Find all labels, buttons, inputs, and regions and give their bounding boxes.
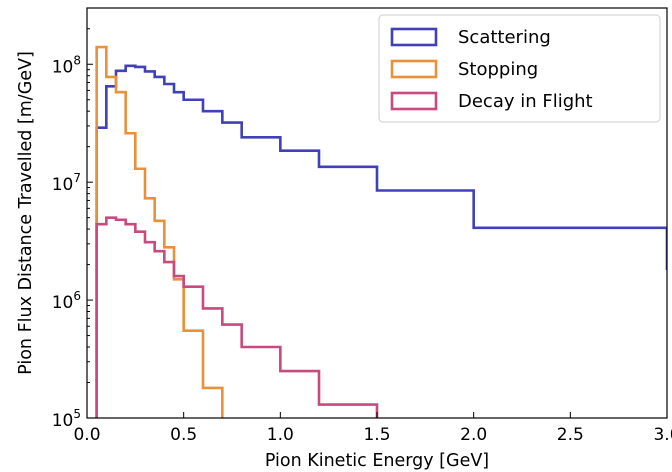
y-tick-label: 108 xyxy=(52,53,81,77)
legend-label: Scattering xyxy=(458,27,551,48)
x-tick-label: 0.5 xyxy=(170,425,197,445)
legend-box xyxy=(378,14,661,123)
legend-label: Stopping xyxy=(458,59,538,80)
x-axis-ticks: 0.0 0.5 1.0 1.5 2.0 2.5 3.0 xyxy=(73,412,672,445)
x-tick-label: 3.0 xyxy=(653,425,672,445)
series-line-scattering xyxy=(95,64,667,418)
legend-label: Decay in Flight xyxy=(458,91,593,112)
series-line-stopping xyxy=(95,45,224,418)
x-tick-label: 2.5 xyxy=(557,425,584,445)
y-tick-label: 105 xyxy=(52,407,81,431)
legend-swatch xyxy=(390,59,438,79)
x-axis-label: Pion Kinetic Energy [GeV] xyxy=(265,451,489,471)
x-tick-label: 2.0 xyxy=(460,425,487,445)
x-tick-label: 1.5 xyxy=(363,425,390,445)
legend-swatch xyxy=(390,91,438,111)
x-tick-label: 1.0 xyxy=(267,425,294,445)
y-tick-label: 106 xyxy=(52,289,81,313)
series-line-decay-in-flight xyxy=(95,216,379,418)
legend: Scattering Stopping Decay in Flight xyxy=(378,14,661,123)
y-tick-label: 107 xyxy=(52,171,81,195)
y-axis-label: Pion Flux Distance Travelled [m/GeV] xyxy=(16,51,36,375)
series-layer xyxy=(95,45,667,418)
y-axis-ticks: 105 106 107 108 xyxy=(52,7,93,431)
x-tick-label: 0.0 xyxy=(73,425,100,445)
legend-swatch xyxy=(390,27,438,47)
